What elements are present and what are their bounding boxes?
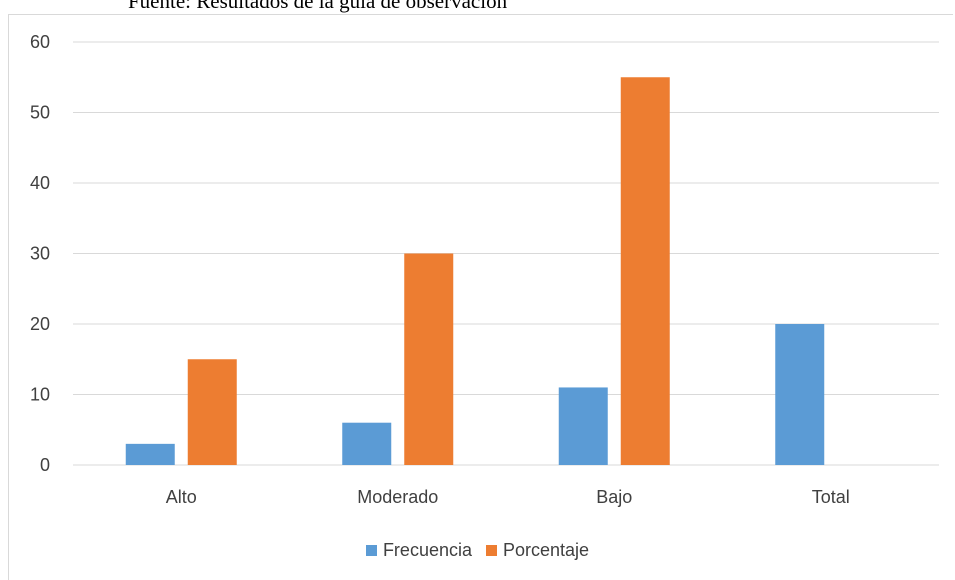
bar-frecuencia-moderado xyxy=(342,422,392,465)
bar-porcentaje-bajo xyxy=(620,77,670,465)
bar-frecuencia-bajo xyxy=(558,387,608,465)
x-tick-label-moderado: Moderado xyxy=(357,487,438,507)
x-tick-label-total: Total xyxy=(812,487,850,507)
bar-frecuencia-alto xyxy=(125,443,175,465)
legend-label-porcentaje: Porcentaje xyxy=(502,540,590,560)
legend-swatch-porcentaje xyxy=(485,545,497,556)
source-note: Fuente: Resultados de la guía de observa… xyxy=(128,0,508,13)
x-tick-label-bajo: Bajo xyxy=(596,487,632,507)
legend-item-porcentaje: Porcentaje xyxy=(485,540,590,561)
x-tick-label-alto: Alto xyxy=(166,487,197,507)
legend-label-frecuencia: Frecuencia xyxy=(382,540,472,560)
bar-frecuencia-total xyxy=(775,324,825,465)
y-tick-label-0: 0 xyxy=(40,455,50,475)
legend: Frecuencia Porcentaje xyxy=(0,540,955,561)
y-tick-label-30: 30 xyxy=(30,244,50,264)
y-tick-label-40: 40 xyxy=(30,173,50,193)
y-tick-label-20: 20 xyxy=(30,314,50,334)
chart-frame xyxy=(8,14,953,580)
bar-porcentaje-alto xyxy=(187,359,237,465)
legend-item-frecuencia: Frecuencia xyxy=(365,540,472,561)
y-tick-label-10: 10 xyxy=(30,385,50,405)
y-tick-label-60: 60 xyxy=(30,32,50,52)
bar-porcentaje-moderado xyxy=(404,253,454,465)
legend-swatch-frecuencia xyxy=(365,545,377,556)
y-tick-label-50: 50 xyxy=(30,103,50,123)
